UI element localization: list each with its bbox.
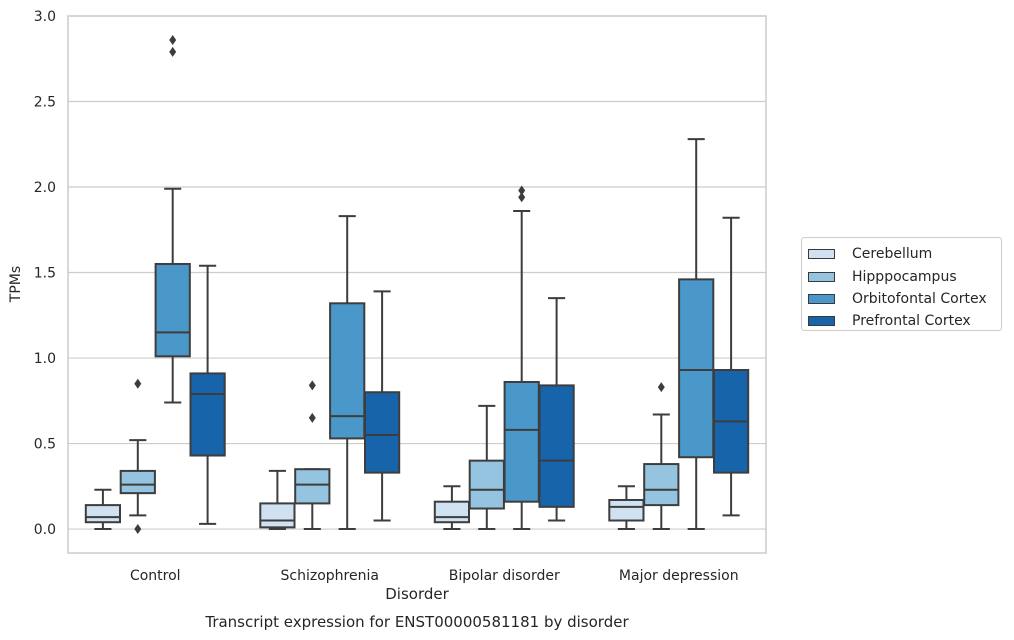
chart-title: Transcript expression for ENST0000058118… [204,613,629,631]
outlier-point [169,34,177,45]
outlier-point [657,382,665,393]
y-tick-label: 2.0 [34,180,56,196]
box [154,262,191,358]
legend-label: Hipppocampus [852,268,957,285]
box [608,498,645,522]
box [363,391,401,474]
box [643,463,680,507]
box [678,278,715,459]
y-tick-label: 0.5 [34,437,56,453]
legend: Cerebellum Hipppocampus Orbitofontal Cor… [801,237,1002,331]
legend-swatch [808,293,835,304]
x-tick-label: Major depression [619,568,739,584]
box [189,372,226,457]
outlier-point [518,185,526,196]
legend-item-orbitofrontal-cortex: Orbitofontal Cortex [808,288,1001,310]
y-tick-label: 2.5 [34,95,56,111]
x-tick-label: Schizophrenia [281,568,379,584]
y-tick-label: 1.0 [34,351,56,367]
y-tick-label: 3.0 [34,9,56,25]
box [259,502,296,529]
legend-item-prefrontal-cortex: Prefrontal Cortex [808,310,1001,332]
box [329,302,366,440]
outlier-point [169,46,177,57]
x-tick-label: Bipolar disorder [449,568,560,584]
legend-swatch [808,316,835,327]
legend-label: Cerebellum [852,246,933,263]
box [468,459,505,510]
outlier-point [134,378,142,389]
box [538,384,575,508]
box [84,504,122,524]
y-axis-ticks: 0.0 0.5 1.0 1.5 2.0 2.5 3.0 [34,9,56,538]
x-axis-label: Disorder [385,585,449,603]
legend-item-cerebellum: Cerebellum [808,243,1001,265]
box [503,380,540,503]
y-tick-label: 0.0 [34,522,56,538]
x-axis-ticks: Control Schizophrenia Bipolar disorder Majo… [130,568,739,584]
legend-item-hippocampus: Hipppocampus [808,265,1001,287]
x-tick-label: Control [130,568,181,584]
y-axis-label: TPMs [8,266,24,303]
y-tick-label: 1.5 [34,266,56,282]
legend-swatch [808,271,835,282]
outlier-point [518,192,526,203]
box-series [84,34,750,535]
outlier-point [308,412,316,423]
outlier-point [308,380,316,391]
outlier-point [134,524,142,535]
box [294,468,331,505]
box [433,500,471,524]
box [119,469,156,495]
plot-frame [67,15,767,554]
legend-label: Prefrontal Cortex [852,313,971,330]
legend-label: Orbitofontal Cortex [852,290,987,307]
legend-swatch [808,249,835,260]
